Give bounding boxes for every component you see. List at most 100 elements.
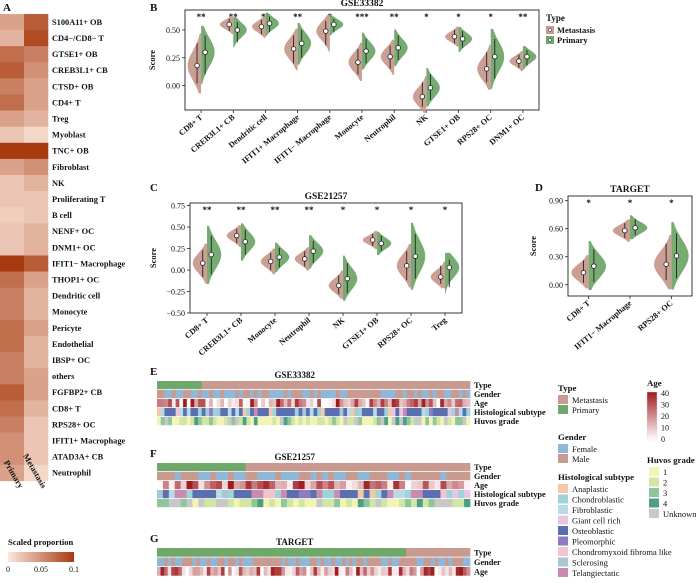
annotation-cell: [231, 548, 236, 557]
heatmap-row-label: THOP1+ OC: [52, 276, 99, 285]
annotation-cell: [440, 408, 445, 417]
annotation-cell: [253, 381, 258, 390]
annotation-cell: [354, 417, 359, 426]
panel-a-heatmap: S100A11+ OB CD4−/CD8− T GTSE1+ OB CREB3L1+ …: [0, 14, 126, 574]
annotation-cell: [292, 548, 297, 557]
annotation-cell: [440, 499, 447, 508]
panel-label-A: A: [3, 2, 11, 14]
annotation-cell: [464, 481, 471, 490]
annotation-cell: [417, 381, 422, 390]
annotation-cell: [391, 557, 396, 567]
median-point: [632, 225, 638, 231]
annotation-cell: [224, 390, 229, 399]
annotation-cell: [328, 408, 333, 417]
annotation-cell: [363, 557, 368, 567]
annotation-cell: [359, 567, 364, 576]
annotation-cell: [199, 567, 204, 576]
annotation-cell: [160, 557, 165, 567]
heatmap-cell: [24, 464, 49, 482]
annotation-cell: [339, 399, 344, 408]
heatmap-cell: [24, 336, 49, 353]
annotation-cell: [313, 567, 318, 576]
heatmap-cell: [24, 207, 49, 224]
annotation-cell: [249, 557, 254, 567]
median-point: [419, 93, 426, 100]
annotation-cell: [291, 399, 296, 408]
annotation-cell: [246, 390, 251, 399]
annotation-cell: [275, 463, 282, 472]
annotation-cell: [164, 408, 169, 417]
annotation-cell: [416, 463, 424, 472]
annotation-cell: [343, 381, 348, 390]
annotation-cell: [260, 557, 265, 567]
annotation-cell: [413, 548, 417, 557]
annotation-cell: [316, 490, 323, 499]
annotation-cell: [432, 408, 437, 417]
annotation-cell: [380, 390, 385, 399]
median-point: [459, 36, 466, 42]
annotation-cell: [387, 490, 394, 499]
annotation-cell: [384, 567, 389, 576]
annotation-cell: [239, 472, 246, 481]
heatmap-row-label: Neutrophil: [52, 469, 92, 478]
annotation-cell: [398, 567, 403, 576]
annotation-cell: [228, 557, 233, 567]
annotation-cell: [291, 417, 296, 426]
annotation-cell: [257, 481, 264, 490]
annotation-cell: [406, 381, 411, 390]
annotation-cell: [405, 557, 410, 567]
annotation-track-label: Histological subtype: [474, 490, 546, 499]
annotation-cell: [306, 381, 311, 390]
annotation-cell: [164, 567, 169, 576]
annotation-cell: [216, 490, 223, 499]
median-point: [194, 62, 200, 69]
heatmap-cell: [0, 400, 25, 417]
annotation-cell: [416, 557, 421, 567]
annotation-cell: [268, 399, 273, 408]
heatmap-cell: [0, 352, 25, 369]
legend-swatch: [649, 509, 659, 518]
heatmap-row-label: Pericyte: [52, 324, 82, 333]
annotation-cell: [440, 399, 445, 408]
annotation-cell: [428, 490, 435, 499]
annotation-cell: [406, 390, 411, 399]
heatmap-cell: [24, 384, 49, 401]
heatmap-cell: [24, 158, 49, 176]
heatmap-cell: [24, 271, 49, 288]
annotation-cell: [204, 463, 211, 472]
annotation-cell: [459, 557, 464, 567]
annotation-cell: [414, 390, 419, 399]
annotation-cell: [281, 463, 288, 472]
annotation-cell: [174, 463, 181, 472]
annotation-cell: [292, 557, 297, 567]
annotation-cell: [405, 481, 412, 490]
annotation-cell: [221, 481, 229, 490]
heatmap-row-label: RPS28+ OC: [52, 420, 96, 429]
heatmap-cell: [0, 158, 25, 176]
annotation-title: TARGET: [276, 537, 313, 547]
annotation-cell: [352, 548, 357, 557]
y-tick-label: 0.00: [171, 266, 185, 275]
violin-half-primary: [362, 32, 376, 70]
annotation-cell: [320, 548, 325, 557]
annotation-cell: [349, 548, 353, 557]
annotation-cell: [197, 417, 203, 426]
heatmap-row-label: Treg: [52, 115, 69, 124]
annotation-cell: [388, 548, 393, 557]
annotation-cell: [281, 481, 288, 490]
heatmap-legend-title: Scaled proportion: [8, 537, 74, 547]
annotation-cell: [335, 390, 340, 399]
annotation-cell: [168, 408, 173, 417]
annotation-cell: [167, 548, 172, 557]
annotation-cell: [250, 390, 255, 399]
annotation-cell: [416, 499, 424, 508]
annotation-cell: [358, 390, 363, 399]
annotation-cell: [334, 481, 341, 490]
annotation-cell: [395, 399, 400, 408]
annotation-cell: [239, 499, 246, 508]
annotation-cell: [227, 408, 232, 417]
annotation-cell: [402, 381, 408, 390]
annotation-cell: [304, 490, 311, 499]
annotation-cell: [181, 567, 186, 576]
